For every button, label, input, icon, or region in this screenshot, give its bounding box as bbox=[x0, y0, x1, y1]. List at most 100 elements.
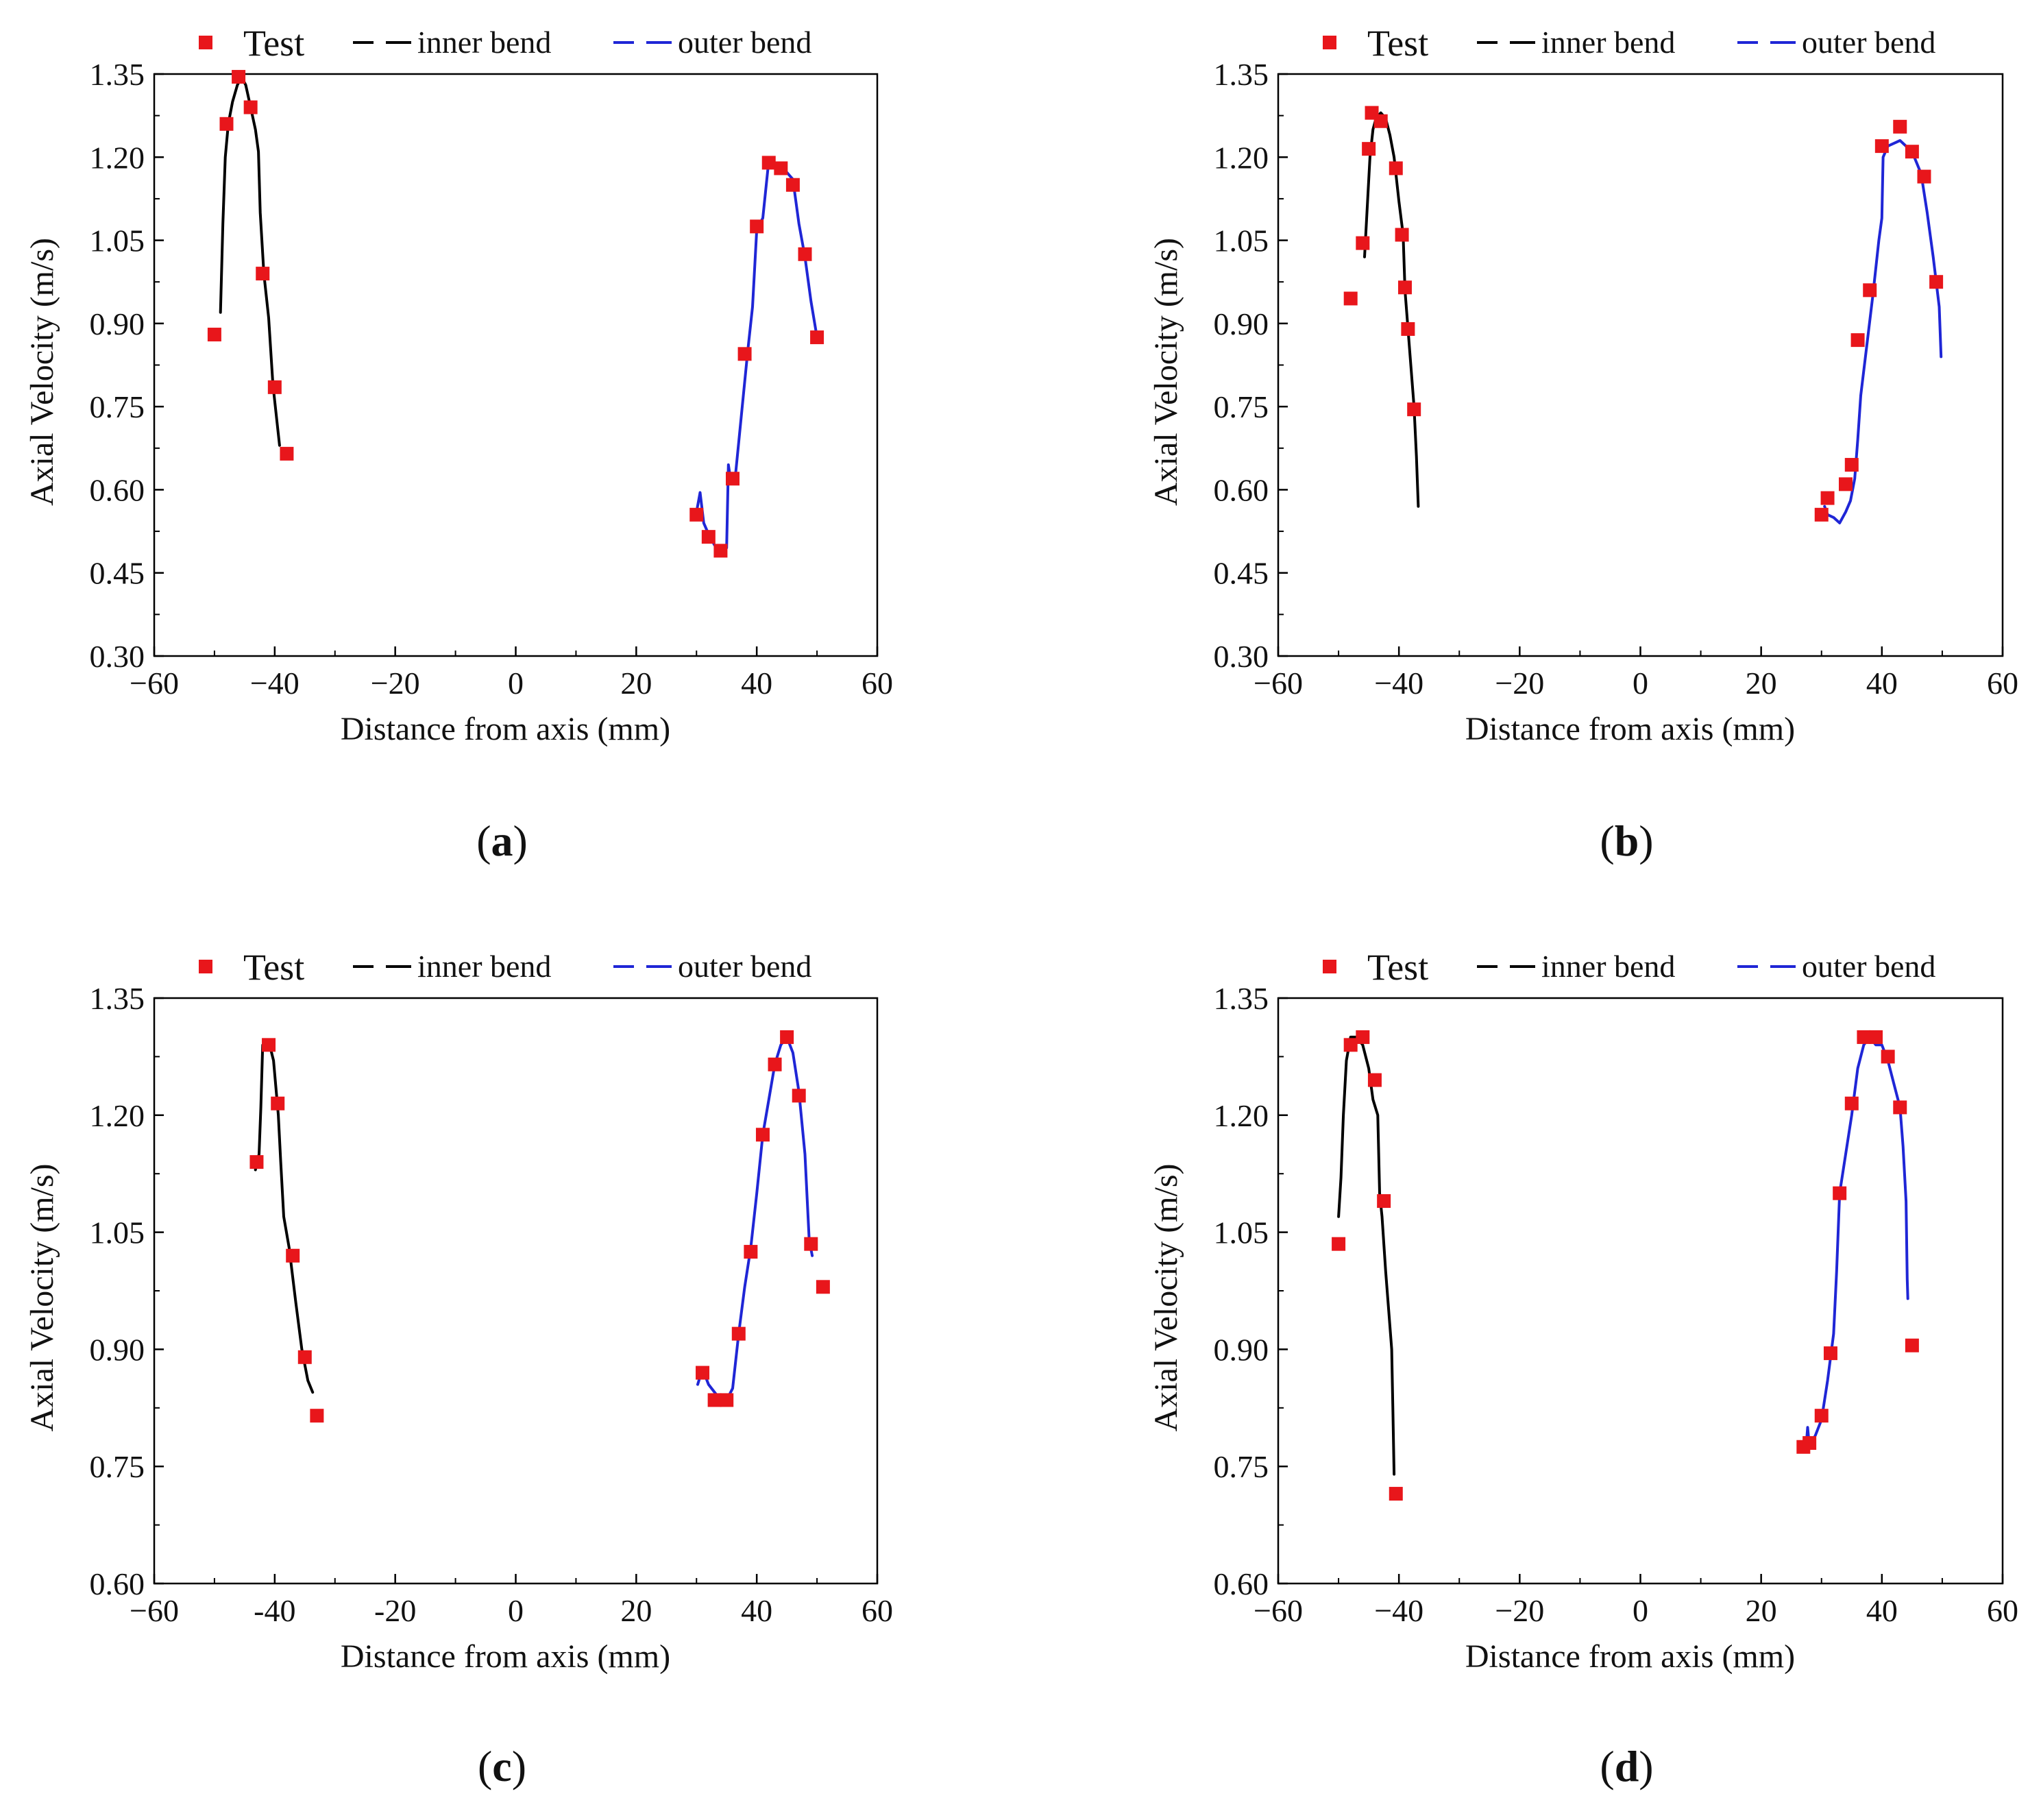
inner-bend-line bbox=[1363, 111, 1420, 508]
test-point bbox=[1356, 1030, 1370, 1044]
panel-caption: (b) bbox=[1600, 816, 1653, 865]
test-point bbox=[701, 530, 716, 544]
test-point bbox=[1356, 236, 1370, 250]
test-point bbox=[1820, 491, 1835, 505]
test-point bbox=[1401, 321, 1415, 336]
test-point bbox=[761, 156, 776, 170]
test-point bbox=[297, 1350, 312, 1364]
test-point bbox=[750, 219, 764, 234]
test-point bbox=[1407, 402, 1421, 417]
test-point bbox=[1389, 161, 1403, 175]
test-point bbox=[1893, 119, 1907, 134]
test-point bbox=[689, 507, 704, 522]
y-axis-title: Axial Velocity (m/s) bbox=[1148, 238, 1184, 506]
panel-caption-letter: c bbox=[492, 1742, 511, 1791]
test-point bbox=[792, 1089, 806, 1103]
test-point bbox=[707, 1393, 722, 1407]
x-tick-label: 60 bbox=[1987, 666, 2018, 701]
test-point bbox=[713, 544, 728, 558]
test-point bbox=[737, 347, 752, 361]
legend-test-marker bbox=[1323, 960, 1336, 973]
x-tick-label: 60 bbox=[1987, 1593, 2018, 1628]
y-tick-label: 1.35 bbox=[1214, 57, 1269, 92]
x-axis-title: Distance from axis (mm) bbox=[341, 711, 670, 747]
test-point bbox=[1905, 145, 1919, 159]
test-point bbox=[267, 380, 282, 394]
y-tick-label: 1.35 bbox=[90, 57, 145, 92]
x-tick-label: 40 bbox=[1866, 1593, 1898, 1628]
test-point bbox=[1343, 291, 1358, 306]
legend: Test inner bend outer bend bbox=[199, 947, 811, 988]
test-point bbox=[1833, 1186, 1847, 1200]
test-point bbox=[816, 1280, 830, 1294]
legend-test-label: Test bbox=[243, 23, 304, 64]
y-tick-label: 1.35 bbox=[1214, 981, 1269, 1016]
panel-caption-close: ) bbox=[1639, 1742, 1653, 1791]
x-tick-label: 60 bbox=[861, 666, 893, 701]
test-point bbox=[1373, 114, 1388, 128]
panel-caption-close: ) bbox=[1639, 816, 1653, 865]
test-point bbox=[1844, 458, 1859, 472]
legend-inner-label: inner bend bbox=[1541, 25, 1675, 60]
x-tick-label: 0 bbox=[1633, 1593, 1648, 1628]
legend-inner-label: inner bend bbox=[417, 25, 551, 60]
y-tick-label: 1.20 bbox=[90, 140, 145, 175]
x-tick-label: −60 bbox=[1254, 1593, 1303, 1628]
test-point bbox=[232, 70, 246, 84]
test-point bbox=[1844, 1096, 1859, 1111]
test-point bbox=[286, 1248, 300, 1263]
x-tick-label: 0 bbox=[508, 666, 524, 701]
test-point bbox=[1863, 283, 1877, 298]
x-tick-label: -40 bbox=[254, 1593, 295, 1628]
y-tick-label: 0.90 bbox=[90, 306, 145, 341]
legend-test-label: Test bbox=[1367, 947, 1428, 988]
x-tick-label: 60 bbox=[861, 1593, 893, 1628]
test-point bbox=[1874, 139, 1889, 154]
x-tick-label: 20 bbox=[1746, 666, 1777, 701]
y-tick-label: 1.05 bbox=[1214, 1215, 1269, 1250]
x-tick-label: −40 bbox=[1374, 666, 1423, 701]
panel-caption: (a) bbox=[476, 816, 528, 865]
legend-outer-label: outer bend bbox=[678, 949, 811, 984]
y-axis-title: Axial Velocity (m/s) bbox=[24, 1163, 60, 1431]
test-point bbox=[1857, 1030, 1871, 1044]
test-point bbox=[219, 117, 234, 131]
test-point bbox=[1850, 333, 1865, 348]
test-point bbox=[1814, 1409, 1829, 1423]
panel-caption-open: ( bbox=[476, 816, 491, 865]
y-tick-label: 0.30 bbox=[90, 639, 145, 674]
legend: Test inner bend outer bend bbox=[1323, 947, 1935, 988]
chart-panel-a: −60 −40 −20 0 20 40 60 0.30 0.45 0.60 0.75 0.90 1.05… bbox=[24, 23, 893, 865]
test-point bbox=[774, 161, 788, 175]
test-point bbox=[798, 247, 812, 261]
chart-panel-d: −60 −40 −20 0 20 40 60 0.60 0.75 0.90 1.05 1.20 1.35… bbox=[1148, 947, 2018, 1791]
x-tick-label: −20 bbox=[1495, 1593, 1544, 1628]
x-axis-title: Distance from axis (mm) bbox=[1465, 711, 1795, 747]
x-tick-label: -20 bbox=[374, 1593, 416, 1628]
y-tick-label: 0.75 bbox=[90, 1449, 145, 1484]
legend: Test inner bend outer bend bbox=[199, 23, 811, 64]
inner-bend-line bbox=[254, 1039, 315, 1394]
y-tick-label: 1.05 bbox=[90, 1215, 145, 1250]
y-tick-label: 0.60 bbox=[90, 1566, 145, 1601]
y-tick-label: 0.30 bbox=[1214, 639, 1269, 674]
test-point bbox=[1823, 1346, 1837, 1361]
test-point bbox=[1838, 477, 1853, 492]
x-tick-label: 40 bbox=[1866, 666, 1898, 701]
y-tick-label: 1.05 bbox=[1214, 223, 1269, 258]
test-point bbox=[1362, 142, 1376, 156]
test-point bbox=[755, 1128, 770, 1142]
x-tick-label: −60 bbox=[1254, 666, 1303, 701]
panel-caption-letter: d bbox=[1615, 1742, 1639, 1791]
y-tick-label: 0.60 bbox=[1214, 1566, 1269, 1601]
test-point bbox=[785, 178, 800, 192]
chart-panel-b: −60 −40 −20 0 20 40 60 0.30 0.45 0.60 0.75 0.90 1.05… bbox=[1148, 23, 2018, 865]
test-point bbox=[207, 328, 221, 342]
legend-test-label: Test bbox=[1367, 23, 1428, 64]
panel-caption-open: ( bbox=[1600, 816, 1614, 865]
test-point bbox=[1395, 228, 1409, 242]
panel-caption-open: ( bbox=[1600, 1742, 1614, 1791]
x-tick-label: −60 bbox=[130, 666, 179, 701]
test-point bbox=[256, 267, 270, 281]
